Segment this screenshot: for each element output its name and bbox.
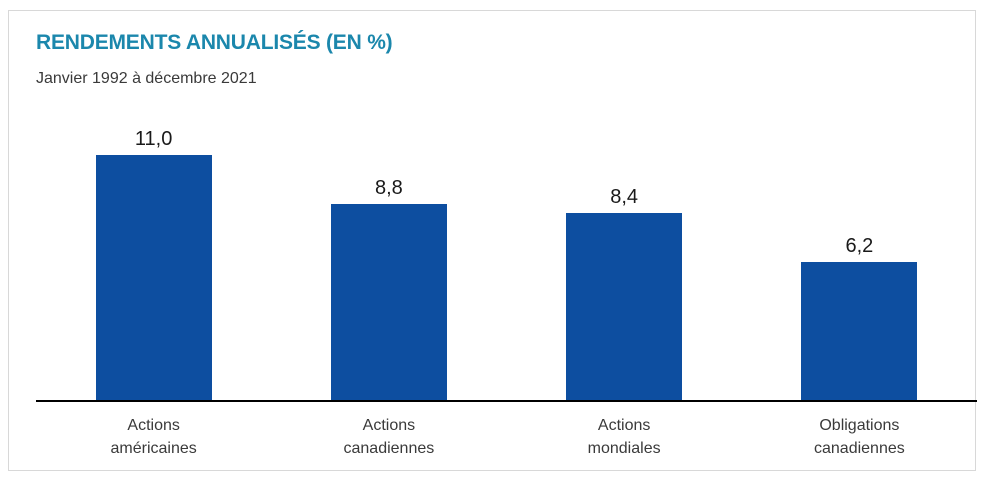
- bar-column: 11,0: [36, 119, 271, 400]
- bar: [330, 204, 447, 400]
- category-label: Actions américaines: [110, 417, 197, 458]
- bar-column: 6,2: [742, 119, 977, 400]
- bar-value-label: 8,4: [610, 186, 639, 208]
- category-label: Obligations canadiennes: [814, 417, 905, 458]
- bar: [95, 155, 212, 400]
- bar: [801, 262, 918, 400]
- bar-value-label: 6,2: [845, 235, 874, 257]
- chart-card: RENDEMENTS ANNUALISÉS (EN %) Janvier 199…: [8, 10, 977, 471]
- chart-subtitle: Janvier 1992 à décembre 2021: [36, 70, 257, 87]
- chart-title: RENDEMENTS ANNUALISÉS (EN %): [36, 31, 393, 54]
- bar-value-label: 8,8: [374, 177, 403, 199]
- bar-value-label: 11,0: [134, 128, 173, 150]
- bar-column: 8,4: [507, 119, 742, 400]
- category-label: Actions canadiennes: [343, 417, 435, 458]
- category-axis-labels: Actions américaines Actions canadiennes Acti…: [36, 414, 977, 460]
- category-label: Actions mondiales: [587, 417, 661, 458]
- bar-column: 8,8: [271, 119, 506, 400]
- bar-chart-plot-area: 11,0 8,8 8,4 6,2: [36, 119, 977, 402]
- bar: [566, 213, 683, 400]
